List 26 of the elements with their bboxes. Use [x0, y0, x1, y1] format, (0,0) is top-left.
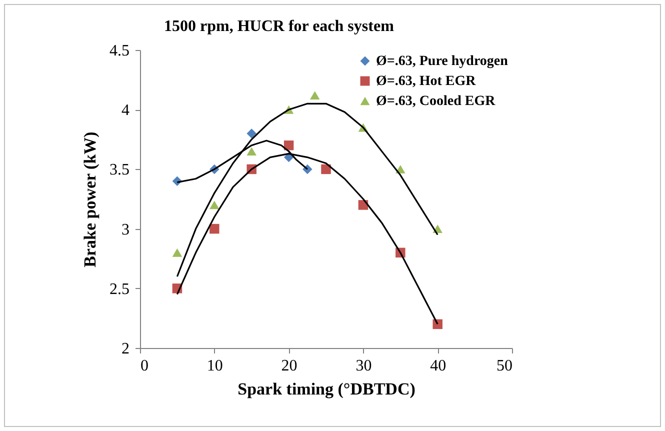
y-tick-label: 2.5 — [110, 280, 130, 298]
legend-label: Ø=.63, Pure hydrogen — [376, 54, 508, 69]
y-tick-label: 4.5 — [110, 42, 130, 60]
point — [210, 200, 220, 210]
y-tick-label: 3 — [122, 221, 130, 238]
x-tick-label: 40 — [430, 358, 446, 374]
x-tick-label: 0 — [140, 358, 148, 374]
point — [172, 248, 182, 257]
point — [210, 224, 220, 234]
x-axis-title: Spark timing (°DBTDC) — [238, 380, 416, 398]
legend-label: Ø=.63, Hot EGR — [376, 74, 477, 89]
y-tick-label: 2 — [122, 340, 130, 358]
x-tick-label: 10 — [206, 358, 223, 374]
point — [321, 164, 331, 174]
y-tick-label: 4 — [122, 102, 130, 120]
point — [246, 147, 256, 156]
x-tick-label: 20 — [281, 358, 298, 374]
point — [432, 319, 442, 330]
point — [310, 91, 320, 100]
x-tick-label: 30 — [356, 358, 372, 374]
y-axis-title: Brake power (kW) — [80, 132, 100, 268]
chart-title: 1500 rpm, HUCR for each system — [164, 18, 395, 35]
point — [246, 128, 256, 138]
x-tick-label: 50 — [496, 358, 512, 374]
legend-label: Ø=.63, Cooled EGR — [376, 94, 496, 109]
y-tick-label: 3.5 — [110, 162, 130, 179]
